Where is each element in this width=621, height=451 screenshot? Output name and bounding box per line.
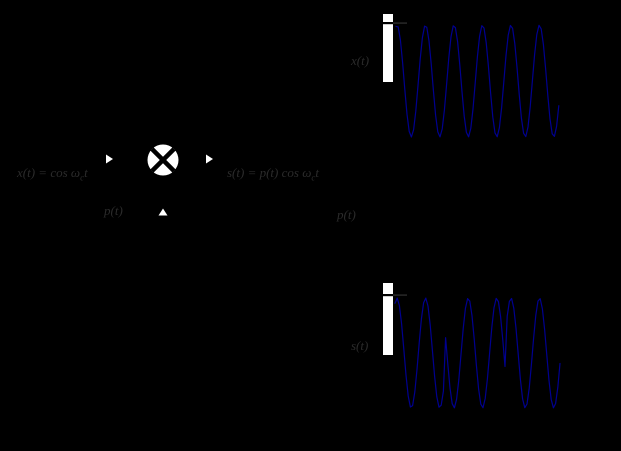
s-waveform [394, 297, 561, 409]
middle-plot-label: p(t) [337, 207, 356, 222]
bottom-plot-tick-extension [393, 294, 407, 296]
input-equation-tail: t [84, 165, 88, 180]
top-plot-yaxis-bar [383, 14, 393, 82]
output-equation: s(t) = p(t) cos ωct [227, 165, 320, 183]
top-plot-axis [383, 14, 407, 82]
multiply-icon [150, 147, 176, 173]
bottom-plot-yaxis-bar [383, 283, 393, 355]
arrowhead-output-s-icon [206, 154, 213, 164]
output-equation-text: s(t) = p(t) cos ω [227, 165, 312, 180]
x-waveform [395, 24, 560, 138]
p-input-label: p(t) [104, 203, 123, 218]
bottom-plot-label: s(t) [351, 338, 369, 353]
input-equation-text: x(t) = cos ω [17, 165, 81, 180]
top-plot-tick [383, 22, 393, 25]
top-plot-tick-extension [393, 22, 407, 24]
input-equation-subscript: c [80, 172, 85, 183]
input-equation: x(t) = cos ωct [17, 165, 88, 183]
arrowhead-input-p-icon [158, 208, 168, 216]
output-equation-subscript: c [311, 172, 316, 183]
arrowhead-input-x-icon [106, 154, 113, 164]
bottom-plot-tick [383, 294, 393, 297]
bottom-plot-axis [383, 283, 407, 355]
output-equation-tail: t [315, 165, 320, 180]
multiplier-block [147, 144, 179, 176]
top-plot-label: x(t) [351, 53, 370, 68]
